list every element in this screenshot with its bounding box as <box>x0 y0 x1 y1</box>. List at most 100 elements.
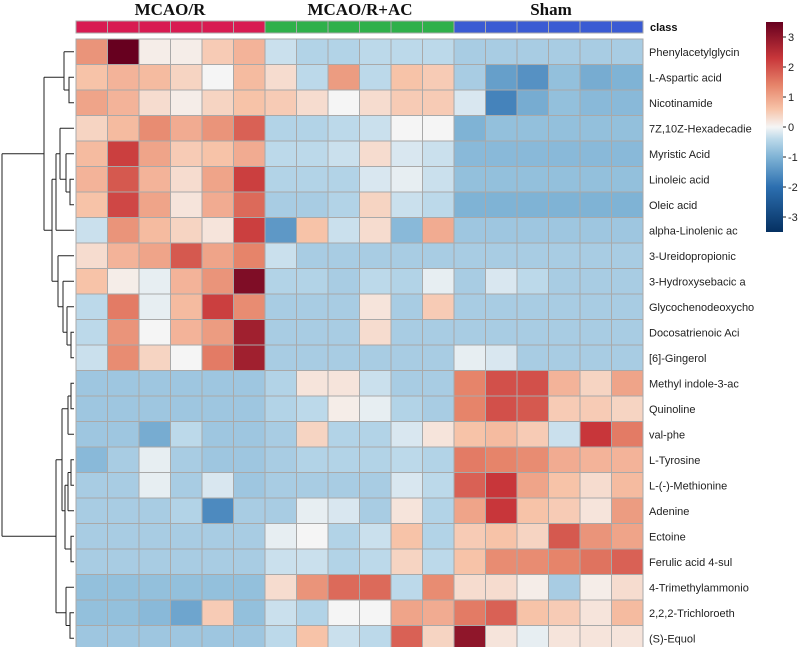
heatmap-cell <box>264 523 297 550</box>
heatmap-cell <box>75 472 108 499</box>
heatmap-cell <box>359 344 392 371</box>
heatmap-cell <box>390 293 423 320</box>
heatmap-cell <box>422 64 455 91</box>
heatmap-cell <box>201 548 234 575</box>
heatmap-cell <box>327 191 360 218</box>
heatmap-cell <box>296 472 329 499</box>
heatmap-cell <box>264 191 297 218</box>
heatmap-cell <box>138 472 171 499</box>
heatmap-cell <box>264 395 297 422</box>
heatmap-cell <box>233 242 266 269</box>
heatmap-cell <box>422 548 455 575</box>
heatmap-cell <box>548 472 581 499</box>
class-bar-cell-mcao-r-ac-3 <box>327 20 360 34</box>
heatmap-cell <box>485 293 518 320</box>
heatmap-cell <box>359 574 392 601</box>
heatmap-cell <box>485 140 518 167</box>
heatmap-cell <box>233 89 266 116</box>
heatmap-cell <box>233 395 266 422</box>
heatmap-cell <box>453 89 486 116</box>
heatmap-cell <box>359 472 392 499</box>
heatmap-cell <box>485 625 518 647</box>
heatmap-cell <box>359 395 392 422</box>
heatmap-cell <box>138 319 171 346</box>
heatmap-cell <box>327 89 360 116</box>
heatmap-cell <box>264 166 297 193</box>
heatmap-cell <box>138 166 171 193</box>
heatmap-cell <box>422 421 455 448</box>
heatmap-cell <box>201 293 234 320</box>
heatmap-cell <box>327 268 360 295</box>
heatmap-cell <box>201 319 234 346</box>
heatmap-cell <box>611 140 644 167</box>
heatmap-cell <box>453 242 486 269</box>
heatmap-cell <box>516 395 549 422</box>
heatmap-cell <box>170 421 203 448</box>
heatmap-cell <box>170 217 203 244</box>
heatmap-cell <box>611 115 644 142</box>
heatmap-cell <box>201 89 234 116</box>
heatmap-cell <box>516 625 549 647</box>
heatmap-cell <box>516 574 549 601</box>
heatmap-cell <box>201 166 234 193</box>
heatmap-cell <box>201 472 234 499</box>
heatmap-cell <box>453 523 486 550</box>
heatmap-cell <box>233 293 266 320</box>
heatmap-cell <box>107 191 140 218</box>
heatmap-cell <box>107 370 140 397</box>
heatmap-cell <box>611 344 644 371</box>
heatmap-cell <box>422 472 455 499</box>
class-bar-cell-mcao-r-6 <box>233 20 266 34</box>
heatmap-cell <box>296 115 329 142</box>
legend-tick-label: -1 <box>788 152 798 164</box>
heatmap-cell <box>296 166 329 193</box>
heatmap-cell <box>75 370 108 397</box>
heatmap-cell <box>327 370 360 397</box>
heatmap-cell <box>516 599 549 626</box>
class-bar-cell-mcao-r-ac-4 <box>359 20 392 34</box>
heatmap-cell <box>485 472 518 499</box>
heatmap-cell <box>233 599 266 626</box>
heatmap-cell <box>75 38 108 65</box>
color-legend-bar <box>766 22 783 232</box>
heatmap-cell <box>579 497 612 524</box>
heatmap-cell <box>390 421 423 448</box>
heatmap-cell <box>296 446 329 473</box>
heatmap-cell <box>516 217 549 244</box>
row-label: Oleic acid <box>649 200 697 212</box>
heatmap-cell <box>548 293 581 320</box>
heatmap-cell <box>170 140 203 167</box>
heatmap-cell <box>107 523 140 550</box>
heatmap-cell <box>359 166 392 193</box>
heatmap-cell <box>138 599 171 626</box>
heatmap-cell <box>485 599 518 626</box>
heatmap-cell <box>201 38 234 65</box>
heatmap-cell <box>327 242 360 269</box>
heatmap-cell <box>138 370 171 397</box>
row-label: 3-Hydroxysebacic a <box>649 276 746 288</box>
heatmap-cell <box>422 523 455 550</box>
heatmap-cell <box>359 523 392 550</box>
heatmap-cell <box>548 497 581 524</box>
heatmap-cell <box>453 217 486 244</box>
heatmap-cell <box>359 242 392 269</box>
heatmap-cell <box>138 191 171 218</box>
heatmap-cell <box>516 140 549 167</box>
heatmap-cell <box>422 370 455 397</box>
class-bar-cell-sham-4 <box>548 20 581 34</box>
heatmap-cell <box>296 64 329 91</box>
heatmap-cell <box>611 89 644 116</box>
heatmap-cell <box>264 548 297 575</box>
heatmap-cell <box>390 140 423 167</box>
heatmap-cell <box>422 140 455 167</box>
heatmap-cell <box>485 548 518 575</box>
heatmap-cell <box>453 599 486 626</box>
dendrogram-link <box>69 612 74 639</box>
heatmap-cell <box>170 38 203 65</box>
heatmap-cell <box>516 89 549 116</box>
heatmap-cell <box>107 166 140 193</box>
heatmap-cell <box>548 191 581 218</box>
heatmap-cell <box>453 115 486 142</box>
class-bar-cell-mcao-r-ac-1 <box>264 20 297 34</box>
heatmap-cell <box>233 140 266 167</box>
